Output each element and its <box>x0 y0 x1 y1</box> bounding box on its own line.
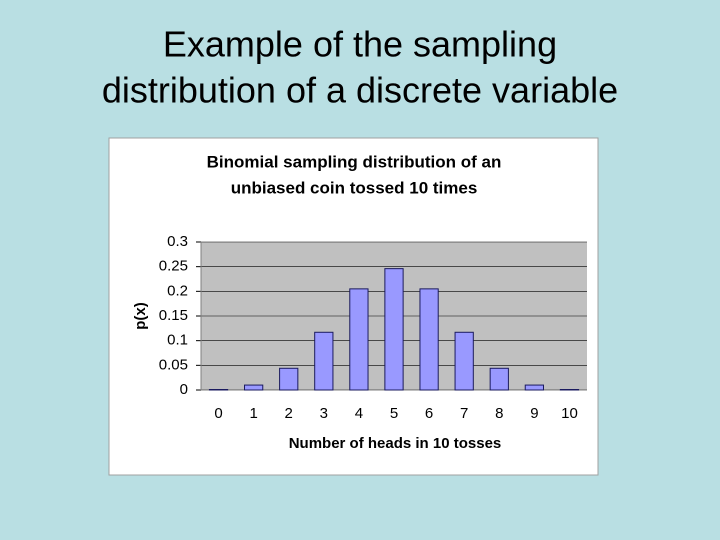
bar <box>454 331 474 391</box>
x-tick-label: 10 <box>561 405 578 422</box>
x-tick-label: 5 <box>390 405 398 422</box>
x-tick-label: 1 <box>249 405 257 422</box>
slide-title: Example of the sampling <box>163 24 557 65</box>
x-tick-label: 3 <box>320 405 328 422</box>
bar <box>419 288 439 391</box>
x-tick-label: 9 <box>530 405 538 422</box>
chart-title: unbiased coin tossed 10 times <box>231 178 478 197</box>
y-tick-label: 0 <box>180 381 188 398</box>
bar <box>349 288 369 391</box>
x-axis-label: Number of heads in 10 tosses <box>289 435 502 452</box>
x-tick-label: 7 <box>460 405 468 422</box>
bar <box>489 367 509 391</box>
bar <box>314 331 334 391</box>
y-tick-label: 0.15 <box>159 307 188 324</box>
chart-title: Binomial sampling distribution of an <box>207 152 502 171</box>
y-tick-label: 0.3 <box>167 233 188 250</box>
y-tick-label: 0.2 <box>167 282 188 299</box>
x-tick-label: 6 <box>425 405 433 422</box>
y-tick-label: 0.1 <box>167 332 188 349</box>
y-tick-label: 0.05 <box>159 356 188 373</box>
x-tick-label: 2 <box>285 405 293 422</box>
bar <box>279 367 299 391</box>
x-tick-label: 0 <box>214 405 222 422</box>
bar <box>384 268 404 391</box>
bar <box>244 384 264 391</box>
bar <box>524 384 544 391</box>
y-axis-label: p(x) <box>132 302 149 330</box>
x-tick-label: 4 <box>355 405 363 422</box>
x-tick-label: 8 <box>495 405 503 422</box>
slide-title: distribution of a discrete variable <box>102 70 618 111</box>
y-tick-label: 0.25 <box>159 258 188 275</box>
